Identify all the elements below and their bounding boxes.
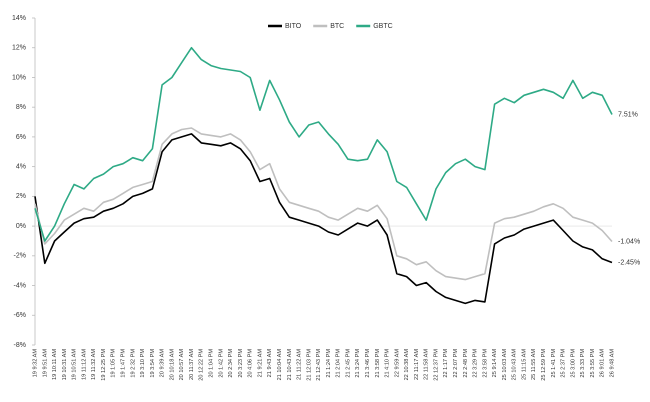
x-tick-label: 20 12:22 PM <box>199 349 205 381</box>
legend-label: BITO <box>285 23 302 30</box>
x-tick-label: 22 1:17 PM <box>443 349 449 378</box>
x-tick-label: 22 2:48 PM <box>463 349 469 378</box>
y-tick-label: 10% <box>12 74 26 81</box>
y-tick-label: -2% <box>14 253 26 260</box>
x-tick-label: 21 3:24 PM <box>355 349 361 378</box>
x-tick-label: 19 1:47 PM <box>121 349 127 378</box>
x-tick-label: 25 11:15 AM <box>521 349 527 380</box>
x-tick-label: 25 12:59 PM <box>541 349 547 381</box>
x-tick-label: 25 10:03 AM <box>502 349 508 381</box>
y-tick-label: -8% <box>14 342 26 349</box>
x-tick-label: 19 9:51 AM <box>42 349 48 378</box>
x-tick-label: 21 3:46 PM <box>365 349 371 378</box>
x-tick-label: 21 3:58 PM <box>375 349 381 378</box>
x-tick-label: 21 1:24 PM <box>326 349 332 378</box>
x-tick-label: 19 3:10 PM <box>140 349 146 378</box>
x-tick-label: 21 12:43 PM <box>316 349 322 381</box>
x-tick-label: 25 2:37 PM <box>561 349 567 378</box>
x-tick-label: 21 10:43 AM <box>287 349 293 381</box>
legend-label: BTC <box>330 23 344 30</box>
x-tick-label: 21 4:10 PM <box>385 349 391 378</box>
y-tick-label: -6% <box>14 312 26 319</box>
x-tick-label: 22 12:37 PM <box>433 349 439 381</box>
y-tick-label: -4% <box>14 282 26 289</box>
x-tick-label: 22 3:58 PM <box>482 349 488 378</box>
x-tick-label: 19 10:31 AM <box>62 349 68 381</box>
x-tick-label: 20 9:39 AM <box>160 349 166 378</box>
x-tick-label: 25 9:14 AM <box>492 349 498 378</box>
x-tick-label: 19 12:25 PM <box>101 349 107 381</box>
x-tick-label: 21 9:21 AM <box>257 349 263 378</box>
y-tick-label: 14% <box>12 15 26 22</box>
x-tick-label: 25 11:55 AM <box>531 349 537 380</box>
end-label: -1.04% <box>618 238 640 245</box>
x-tick-label: 25 3:55 PM <box>590 349 596 378</box>
x-tick-label: 26 9:01 AM <box>600 349 606 378</box>
x-tick-label: 20 1:04 PM <box>209 349 215 378</box>
x-tick-label: 20 1:42 PM <box>218 349 224 378</box>
end-label: 7.51% <box>618 111 638 118</box>
x-tick-label: 25 3:00 PM <box>570 349 576 378</box>
x-tick-label: 19 10:11 AM <box>52 349 58 380</box>
x-tick-label: 19 2:32 PM <box>130 349 136 378</box>
x-tick-label: 21 11:22 AM <box>297 349 303 380</box>
x-tick-label: 22 11:58 AM <box>424 349 430 380</box>
x-tick-label: 22 10:38 AM <box>404 349 410 381</box>
series-line <box>34 46 613 242</box>
x-tick-label: 22 2:07 PM <box>453 349 459 378</box>
x-tick-label: 19 11:12 AM <box>81 349 87 380</box>
x-tick-label: 21 2:04 PM <box>336 349 342 378</box>
x-tick-label: 20 3:23 PM <box>238 349 244 378</box>
x-tick-label: 20 10:57 AM <box>179 349 185 381</box>
x-tick-label: 21 2:45 PM <box>345 349 351 378</box>
y-tick-label: 8% <box>16 104 26 111</box>
x-tick-label: 21 10:04 AM <box>277 349 283 381</box>
series-line <box>34 133 613 305</box>
x-tick-label: 25 1:41 PM <box>551 349 557 378</box>
x-tick-label: 22 3:29 PM <box>473 349 479 378</box>
end-label: -2.45% <box>618 259 640 266</box>
x-tick-label: 25 10:43 AM <box>512 349 518 381</box>
x-tick-label: 26 9:48 AM <box>609 349 615 378</box>
x-tick-label: 19 9:32 AM <box>32 349 38 378</box>
y-tick-label: 2% <box>16 193 26 200</box>
series-line <box>34 127 613 281</box>
x-tick-label: 21 9:43 AM <box>267 349 273 378</box>
legend-label: GBTC <box>373 23 392 30</box>
x-tick-label: 19 3:54 PM <box>150 349 156 378</box>
y-tick-label: 12% <box>12 45 26 52</box>
y-tick-label: 4% <box>16 163 26 170</box>
x-tick-label: 20 10:18 AM <box>169 349 175 381</box>
x-tick-label: 25 3:33 PM <box>580 349 586 378</box>
x-tick-label: 22 9:59 AM <box>394 349 400 378</box>
x-tick-label: 20 4:06 PM <box>248 349 254 378</box>
x-tick-label: 20 2:34 PM <box>228 349 234 378</box>
y-tick-label: 6% <box>16 134 26 141</box>
x-tick-label: 19 11:32 AM <box>91 349 97 380</box>
x-tick-label: 22 11:17 AM <box>414 349 420 380</box>
x-tick-label: 20 11:37 AM <box>189 349 195 380</box>
x-tick-label: 21 12:03 PM <box>306 349 312 381</box>
x-tick-label: 19 1:05 PM <box>111 349 117 378</box>
y-tick-label: 0% <box>16 223 26 230</box>
x-tick-label: 19 10:51 AM <box>72 349 78 381</box>
